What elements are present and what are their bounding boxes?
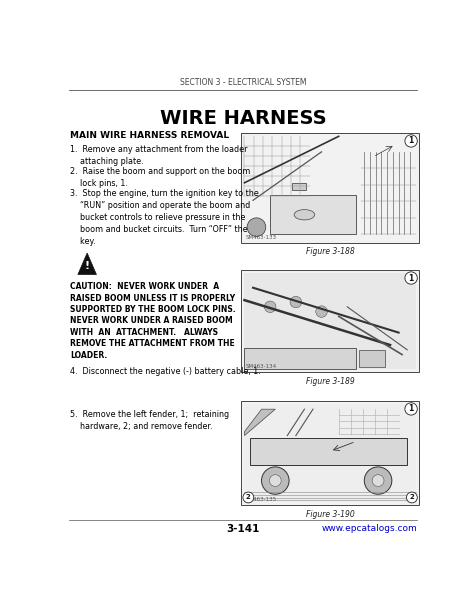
- FancyBboxPatch shape: [245, 404, 416, 502]
- Text: 3.  Stop the engine, turn the ignition key to the: 3. Stop the engine, turn the ignition ke…: [70, 190, 259, 198]
- FancyBboxPatch shape: [250, 437, 407, 465]
- Polygon shape: [78, 253, 96, 274]
- FancyBboxPatch shape: [292, 183, 306, 190]
- Text: hardware, 2; and remove fender.: hardware, 2; and remove fender.: [70, 422, 213, 431]
- Text: Figure 3-189: Figure 3-189: [306, 376, 355, 386]
- Text: MAIN WIRE HARNESS REMOVAL: MAIN WIRE HARNESS REMOVAL: [70, 131, 229, 140]
- Circle shape: [247, 218, 266, 237]
- Text: 2: 2: [410, 495, 414, 500]
- Text: RAISED BOOM UNLESS IT IS PROPERLY: RAISED BOOM UNLESS IT IS PROPERLY: [70, 293, 235, 303]
- Text: CAUTION:  NEVER WORK UNDER  A: CAUTION: NEVER WORK UNDER A: [70, 282, 219, 291]
- Circle shape: [264, 301, 276, 312]
- Text: boom and bucket circuits.  Turn “OFF” the: boom and bucket circuits. Turn “OFF” the: [70, 225, 248, 234]
- Text: SECTION 3 - ELECTRICAL SYSTEM: SECTION 3 - ELECTRICAL SYSTEM: [180, 78, 306, 87]
- Circle shape: [406, 492, 417, 503]
- Text: 1: 1: [409, 404, 414, 414]
- Text: 2.  Raise the boom and support on the boom: 2. Raise the boom and support on the boo…: [70, 167, 250, 176]
- Circle shape: [365, 467, 392, 494]
- Text: 3-141: 3-141: [226, 525, 260, 534]
- Text: 1: 1: [409, 273, 414, 282]
- Text: SM463-134: SM463-134: [246, 364, 277, 369]
- Text: REMOVE THE ATTACHMENT FROM THE: REMOVE THE ATTACHMENT FROM THE: [70, 339, 235, 348]
- Circle shape: [262, 467, 289, 494]
- Text: 2: 2: [246, 495, 251, 500]
- FancyBboxPatch shape: [241, 270, 419, 372]
- FancyBboxPatch shape: [241, 133, 419, 243]
- Text: 1.  Remove any attachment from the loader: 1. Remove any attachment from the loader: [70, 145, 247, 154]
- Text: “RUN” position and operate the boom and: “RUN” position and operate the boom and: [70, 201, 250, 210]
- Circle shape: [405, 135, 417, 147]
- Text: www.epcatalogs.com: www.epcatalogs.com: [321, 525, 417, 533]
- Circle shape: [372, 475, 384, 486]
- Text: !: !: [84, 261, 90, 271]
- Text: Figure 3-190: Figure 3-190: [306, 510, 355, 518]
- Circle shape: [405, 403, 417, 415]
- Text: LOADER.: LOADER.: [70, 351, 107, 360]
- Text: WITH  AN  ATTACHMENT.   ALWAYS: WITH AN ATTACHMENT. ALWAYS: [70, 328, 218, 337]
- FancyBboxPatch shape: [245, 273, 416, 369]
- Text: Figure 3-188: Figure 3-188: [306, 247, 355, 256]
- Circle shape: [269, 475, 281, 486]
- Text: 1: 1: [409, 137, 414, 145]
- Text: SM463-135: SM463-135: [246, 497, 277, 502]
- Polygon shape: [245, 409, 275, 436]
- Text: attaching plate.: attaching plate.: [70, 157, 144, 166]
- Text: SUPPORTED BY THE BOOM LOCK PINS.: SUPPORTED BY THE BOOM LOCK PINS.: [70, 305, 236, 314]
- Text: bucket controls to relieve pressure in the: bucket controls to relieve pressure in t…: [70, 214, 246, 222]
- Text: 4.  Disconnect the negative (-) battery cable, 1.: 4. Disconnect the negative (-) battery c…: [70, 367, 261, 376]
- Circle shape: [290, 296, 301, 308]
- Circle shape: [316, 306, 328, 317]
- Text: WIRE HARNESS: WIRE HARNESS: [160, 109, 326, 128]
- Circle shape: [243, 492, 254, 503]
- FancyBboxPatch shape: [359, 350, 385, 367]
- Text: 5.  Remove the left fender, 1;  retaining: 5. Remove the left fender, 1; retaining: [70, 411, 229, 420]
- FancyBboxPatch shape: [270, 195, 356, 234]
- Text: key.: key.: [70, 237, 96, 246]
- Text: lock pins, 1.: lock pins, 1.: [70, 179, 128, 188]
- Ellipse shape: [294, 210, 315, 220]
- Text: SM463-133: SM463-133: [246, 234, 277, 240]
- FancyBboxPatch shape: [245, 348, 356, 369]
- Text: NEVER WORK UNDER A RAISED BOOM: NEVER WORK UNDER A RAISED BOOM: [70, 317, 233, 326]
- Circle shape: [405, 272, 417, 284]
- FancyBboxPatch shape: [241, 401, 419, 505]
